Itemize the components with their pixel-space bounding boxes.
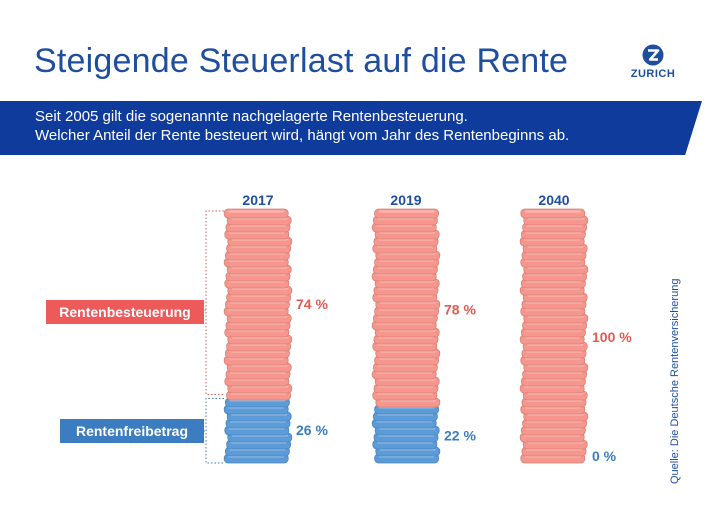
legend-free: Rentenfreibetrag [60, 419, 204, 443]
zurich-logo: ZURICH [628, 44, 678, 84]
coin-highlight [228, 210, 285, 213]
bracket-taxed [205, 210, 224, 395]
logo-text: ZURICH [630, 68, 676, 80]
zurich-logo-icon [642, 44, 664, 66]
coin-stack-chart: 2017 74 % 26 % 2019 78 % 22 % 2040 100 % 0 % [166, 192, 632, 464]
intro-band [0, 101, 702, 155]
bracket-free [205, 397, 224, 464]
intro-line-2: Welcher Anteil der Rente besteuert wird,… [35, 127, 570, 144]
coin-highlight [378, 210, 435, 213]
source-note: Quelle: Die Deutsche Rentenversicherung [669, 278, 681, 484]
coin-taxed [520, 208, 586, 219]
year-label: 2040 [538, 192, 569, 208]
coin-taxed [223, 208, 289, 219]
value-label-taxed: 74 % [296, 296, 328, 312]
coin-taxed [374, 208, 440, 219]
value-label-taxed: 78 % [444, 301, 476, 317]
value-label-free: 0 % [592, 448, 617, 464]
year-label: 2017 [242, 192, 273, 208]
year-label: 2019 [390, 192, 421, 208]
legend-taxed: Rentenbesteuerung [46, 300, 204, 324]
value-label-free: 22 % [444, 427, 476, 443]
value-label-free: 26 % [296, 422, 328, 438]
intro-line-1: Seit 2005 gilt die sogenannte nachgelage… [35, 108, 468, 125]
value-label-taxed: 100 % [592, 329, 632, 345]
coin-highlight [524, 210, 581, 213]
page-title: Steigende Steuerlast auf die Rente [34, 42, 569, 80]
